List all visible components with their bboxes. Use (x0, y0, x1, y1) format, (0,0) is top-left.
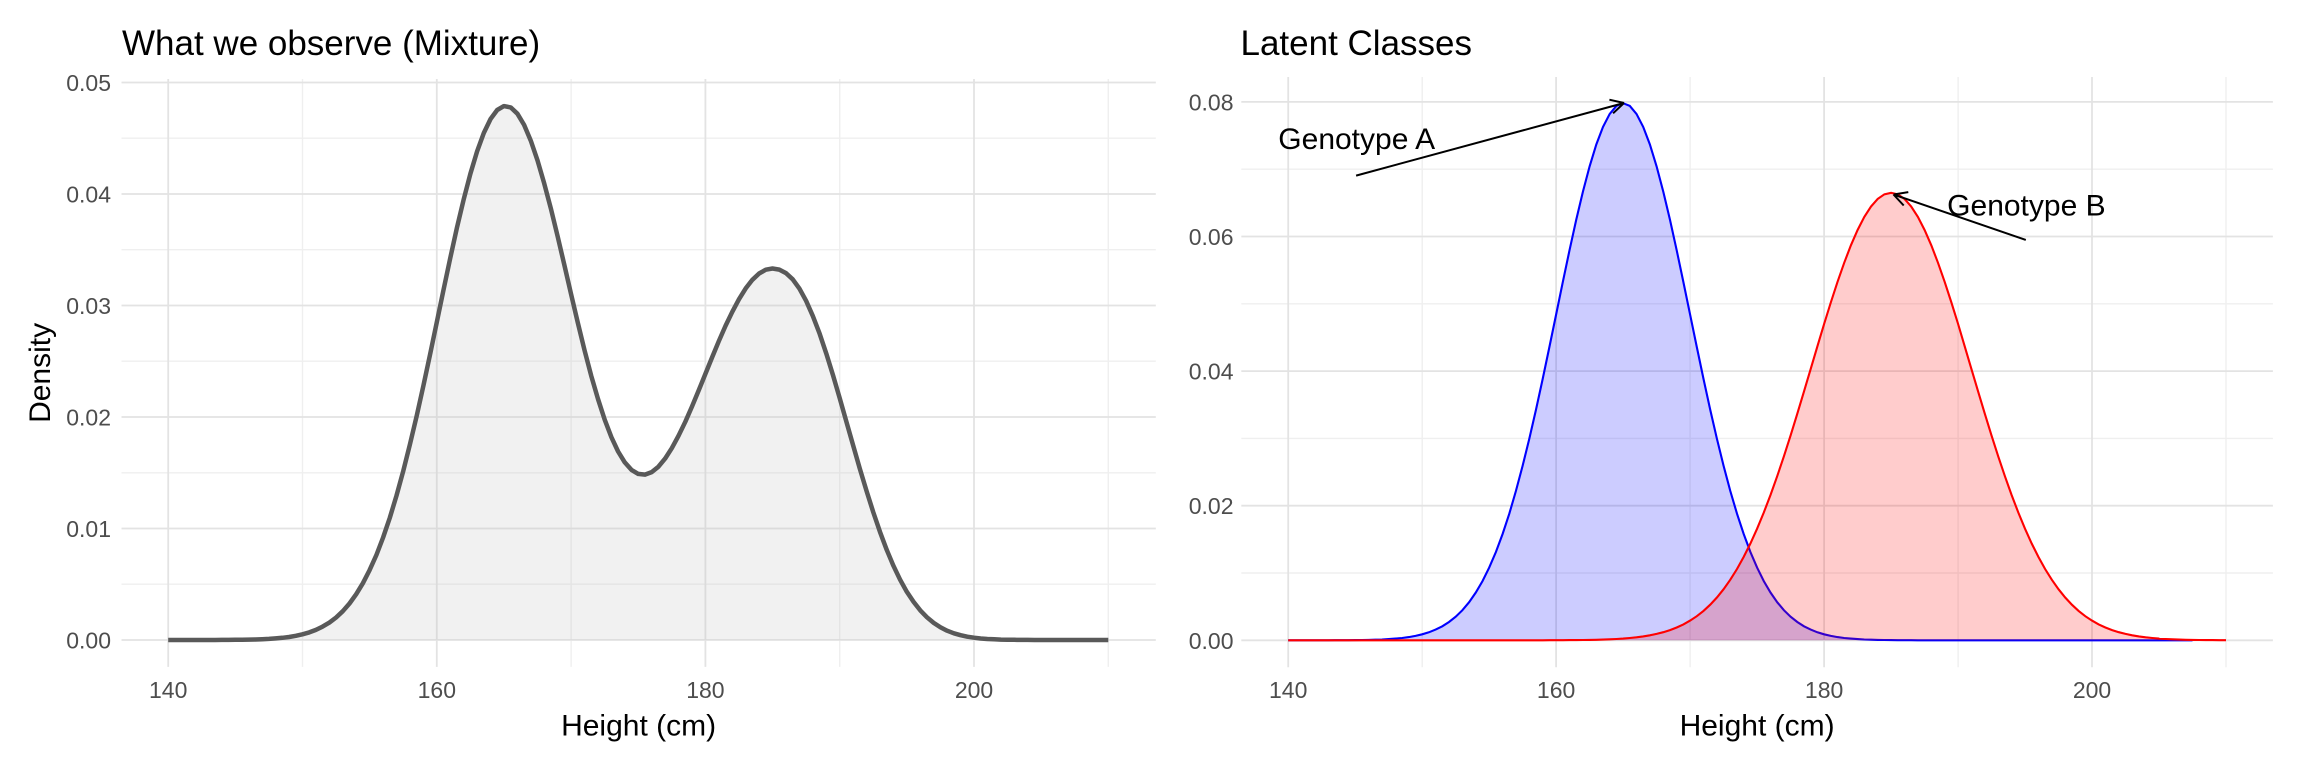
svg-text:140: 140 (1269, 677, 1307, 703)
svg-text:200: 200 (955, 677, 993, 703)
svg-text:200: 200 (2073, 677, 2111, 703)
svg-text:0.02: 0.02 (66, 405, 111, 431)
svg-text:160: 160 (418, 677, 456, 703)
svg-text:0.03: 0.03 (66, 293, 111, 319)
svg-text:140: 140 (149, 677, 187, 703)
svg-text:0.01: 0.01 (66, 516, 111, 542)
svg-text:Latent Classes: Latent Classes (1241, 24, 1473, 63)
svg-text:Density: Density (24, 323, 57, 423)
svg-text:Genotype A: Genotype A (1278, 123, 1435, 156)
svg-text:180: 180 (686, 677, 724, 703)
svg-text:0.00: 0.00 (66, 628, 111, 654)
svg-text:0.04: 0.04 (1189, 359, 1234, 385)
svg-text:0.00: 0.00 (1189, 628, 1234, 654)
svg-text:160: 160 (1537, 677, 1575, 703)
svg-text:0.02: 0.02 (1189, 493, 1234, 519)
svg-text:0.05: 0.05 (66, 70, 111, 96)
svg-text:Height (cm): Height (cm) (1680, 710, 1835, 743)
svg-text:0.04: 0.04 (66, 182, 111, 208)
svg-text:Genotype B: Genotype B (1947, 190, 2105, 223)
svg-text:What we observe (Mixture): What we observe (Mixture) (122, 24, 540, 63)
svg-text:180: 180 (1805, 677, 1843, 703)
svg-text:0.08: 0.08 (1189, 89, 1234, 115)
svg-text:Height (cm): Height (cm) (561, 710, 716, 743)
svg-text:0.06: 0.06 (1189, 224, 1234, 250)
